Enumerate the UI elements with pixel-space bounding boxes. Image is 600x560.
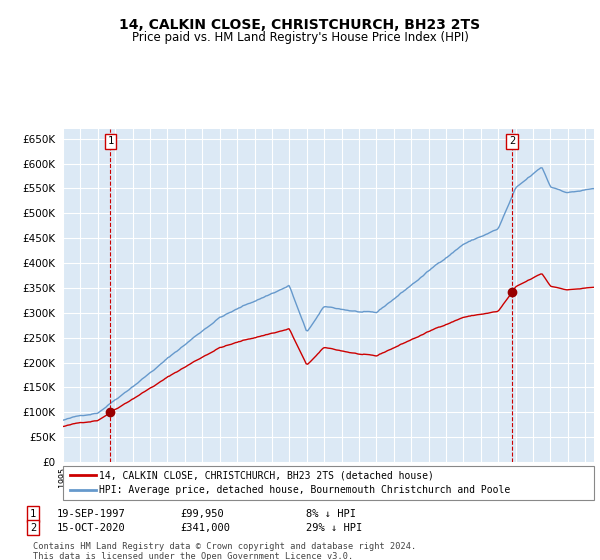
Text: Contains HM Land Registry data © Crown copyright and database right 2024.
This d: Contains HM Land Registry data © Crown c… <box>33 542 416 560</box>
Text: 8% ↓ HPI: 8% ↓ HPI <box>306 509 356 519</box>
Text: £99,950: £99,950 <box>180 509 224 519</box>
Text: 19-SEP-1997: 19-SEP-1997 <box>57 509 126 519</box>
Text: 1: 1 <box>107 137 113 147</box>
Text: 15-OCT-2020: 15-OCT-2020 <box>57 522 126 533</box>
Text: Price paid vs. HM Land Registry's House Price Index (HPI): Price paid vs. HM Land Registry's House … <box>131 31 469 44</box>
Text: 14, CALKIN CLOSE, CHRISTCHURCH, BH23 2TS: 14, CALKIN CLOSE, CHRISTCHURCH, BH23 2TS <box>119 18 481 32</box>
Text: 2: 2 <box>30 522 36 533</box>
Text: 29% ↓ HPI: 29% ↓ HPI <box>306 522 362 533</box>
Text: £341,000: £341,000 <box>180 522 230 533</box>
Text: 14, CALKIN CLOSE, CHRISTCHURCH, BH23 2TS (detached house): 14, CALKIN CLOSE, CHRISTCHURCH, BH23 2TS… <box>99 470 434 480</box>
Text: HPI: Average price, detached house, Bournemouth Christchurch and Poole: HPI: Average price, detached house, Bour… <box>99 485 510 495</box>
Text: 2: 2 <box>509 137 515 147</box>
Text: 1: 1 <box>30 509 36 519</box>
